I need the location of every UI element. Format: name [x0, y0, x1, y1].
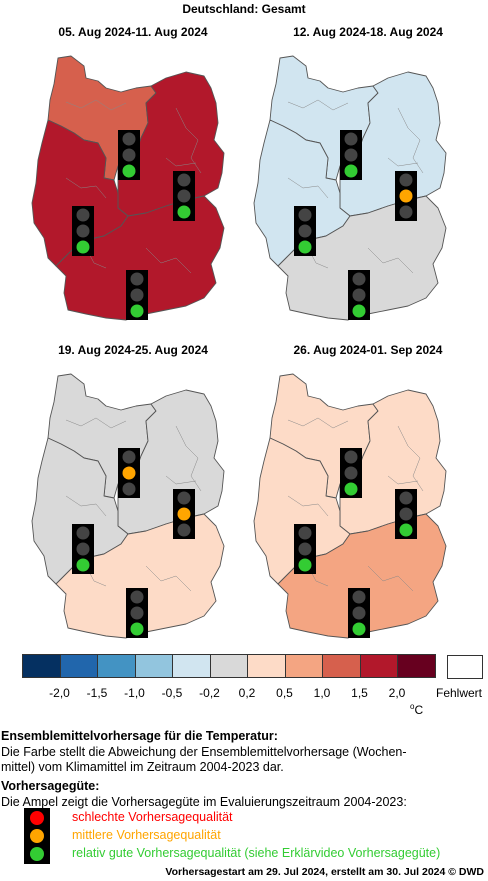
- traffic-light-icon: [126, 270, 148, 320]
- colorbar-tick-label: -1,0: [124, 686, 145, 700]
- traffic-light-icon: [118, 448, 140, 498]
- colorbar-cell: [322, 654, 361, 678]
- week-title-2: 12. Aug 2024-18. Aug 2024: [293, 25, 443, 39]
- legend-red-lamp: [30, 811, 44, 825]
- legend-traffic-light-icon: [24, 808, 50, 864]
- quality-good-label: relativ gute Vorhersagequalität (siehe E…: [72, 846, 441, 860]
- traffic-light-icon: [126, 588, 148, 638]
- traffic-light-icon: [173, 171, 195, 221]
- week-title-3: 19. Aug 2024-25. Aug 2024: [58, 343, 208, 357]
- traffic-light-icon: [72, 206, 94, 256]
- colorbar-cell: [359, 654, 398, 678]
- colorbar-cell: [397, 654, 436, 678]
- state-border: [165, 475, 197, 485]
- traffic-light-icon: [348, 588, 370, 638]
- colorbar-cell: [209, 654, 248, 678]
- colorbar-cell: [97, 654, 136, 678]
- state-border: [65, 177, 107, 199]
- colorbar-tick-label: -1,5: [86, 686, 108, 700]
- missing-value-label: Fehlwert: [436, 686, 483, 700]
- state-border: [165, 157, 197, 167]
- legend-green-lamp: [30, 847, 44, 861]
- map-week-4: [253, 373, 447, 639]
- week-title-4: 26. Aug 2024-01. Sep 2024: [293, 343, 443, 357]
- missing-value-swatch: [447, 655, 483, 679]
- unit-label: oC: [410, 702, 424, 717]
- state-border: [287, 417, 349, 429]
- state-border: [387, 475, 419, 485]
- traffic-light-icon: [395, 489, 417, 539]
- page-title: Deutschland: Gesamt: [182, 2, 306, 16]
- colorbar-cell: [22, 654, 61, 678]
- state-border: [287, 495, 329, 517]
- traffic-light-icon: [395, 171, 417, 221]
- footer-credits: Vorhersagestart am 29. Jul 2024, erstell…: [165, 866, 484, 878]
- legend-orange-lamp: [30, 829, 44, 843]
- colorbar-tick-label: 0,2: [238, 686, 256, 700]
- state-border: [145, 247, 192, 274]
- ensemble-heading: Ensemblemittelvorhersage für die Tempera…: [1, 729, 278, 743]
- quality-medium-label: mittlere Vorhersagequalität: [72, 828, 221, 842]
- state-border: [367, 565, 414, 592]
- week-title-1: 05. Aug 2024-11. Aug 2024: [58, 25, 208, 39]
- colorbar-tick-label: 1,5: [351, 686, 368, 700]
- state-border: [367, 247, 414, 274]
- state-border: [65, 99, 127, 111]
- state-border: [287, 99, 349, 111]
- colorbar-tick-label: -0,5: [161, 686, 183, 700]
- colorbar-tick-label: 1,0: [313, 686, 331, 700]
- traffic-light-icon: [72, 524, 94, 574]
- map-week-2: [253, 55, 447, 321]
- colorbar-tick-label: -0,2: [199, 686, 220, 700]
- state-border: [145, 565, 192, 592]
- state-border: [387, 157, 419, 167]
- state-border: [65, 495, 107, 517]
- quality-description: Die Ampel zeigt die Vorhersagegüte im Ev…: [1, 795, 407, 809]
- traffic-light-icon: [294, 206, 316, 256]
- traffic-light-icon: [340, 130, 362, 180]
- quality-heading: Vorhersagegüte:: [1, 779, 100, 793]
- traffic-light-icon: [173, 489, 195, 539]
- ensemble-description-1: Die Farbe stellt die Abweichung der Ense…: [1, 745, 407, 759]
- ensemble-description-2: mittel) vom Klimamittel im Zeitraum 2004…: [1, 760, 284, 774]
- state-border: [65, 417, 127, 429]
- colorbar-tick-label: -2,0: [49, 686, 70, 700]
- colorbar-cell: [59, 654, 98, 678]
- map-week-1: [31, 55, 225, 321]
- traffic-light-icon: [348, 270, 370, 320]
- map-week-3: [31, 373, 225, 639]
- traffic-light-icon: [294, 524, 316, 574]
- colorbar-cell: [247, 654, 286, 678]
- quality-bad-label: schlechte Vorhersagequalität: [72, 810, 233, 824]
- colorbar-cell: [172, 654, 211, 678]
- state-border: [287, 177, 329, 199]
- colorbar-tick-label: 2,0: [388, 686, 406, 700]
- colorbar-cell: [284, 654, 323, 678]
- colorbar-cell: [134, 654, 173, 678]
- traffic-light-icon: [340, 448, 362, 498]
- colorbar-tick-label: 0,5: [276, 686, 293, 700]
- traffic-light-icon: [118, 130, 140, 180]
